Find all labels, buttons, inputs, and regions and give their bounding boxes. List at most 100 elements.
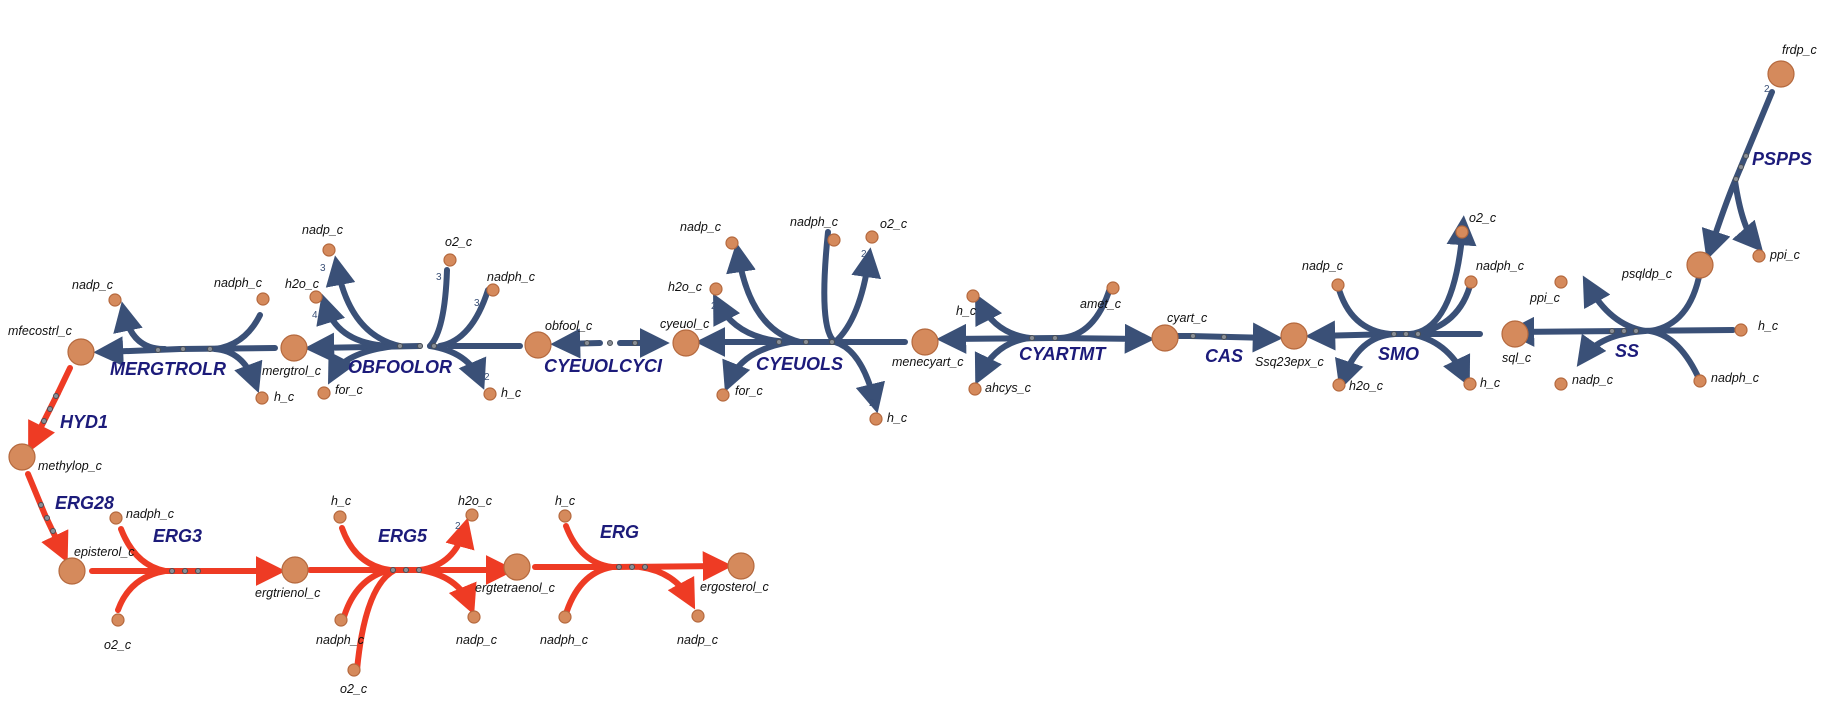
metabolite-nadp[interactable] <box>1554 377 1568 391</box>
reaction-ss[interactable] <box>1504 269 1736 384</box>
metabolite-methylop[interactable] <box>8 443 36 471</box>
reaction-midpoint <box>642 564 648 570</box>
metabolite-label: o2_c <box>1469 211 1497 225</box>
metabolite-label: sql_c <box>1502 351 1532 365</box>
metabolite-menecyart[interactable] <box>911 328 939 356</box>
metabolite-amet[interactable] <box>1106 281 1120 295</box>
reaction-label-erg5[interactable]: ERG5 <box>378 526 428 546</box>
metabolite-label: methylop_c <box>38 459 103 473</box>
metabolite-label: ergosterol_c <box>700 580 770 594</box>
reaction-label-hyd1[interactable]: HYD1 <box>60 412 108 432</box>
reaction-label-smo[interactable]: SMO <box>1378 344 1419 364</box>
reaction-obfoolor[interactable] <box>304 255 523 390</box>
metabolite-h[interactable] <box>1734 323 1748 337</box>
metabolite-nadph[interactable] <box>334 613 348 627</box>
metabolite-o2[interactable] <box>111 613 125 627</box>
metabolite-h[interactable] <box>483 387 497 401</box>
metabolite-nadp[interactable] <box>108 293 122 307</box>
metabolite-label: nadph_c <box>1476 259 1525 273</box>
reaction-cyeuols[interactable] <box>695 229 908 414</box>
metabolite-ergtrienol[interactable] <box>281 556 309 584</box>
metabolite-o2[interactable] <box>1455 225 1469 239</box>
metabolite-label: psqldp_c <box>1621 267 1673 281</box>
reaction-midpoint <box>44 515 50 521</box>
reaction-label-cyartmt[interactable]: CYARTMT <box>1019 344 1107 364</box>
reaction-cyeuolcyci[interactable] <box>550 328 670 359</box>
metabolite-ahcys[interactable] <box>968 382 982 396</box>
metabolite-mfecostrl[interactable] <box>67 338 95 366</box>
metabolite-cyart[interactable] <box>1151 324 1179 352</box>
metabolite-h2o[interactable] <box>465 508 479 522</box>
metabolite-label: o2_c <box>445 235 473 249</box>
metabolite-label: h_c <box>501 386 522 400</box>
metabolite-nadph[interactable] <box>1693 374 1707 388</box>
metabolite-nadph[interactable] <box>1464 275 1478 289</box>
metabolite-h[interactable] <box>333 510 347 524</box>
reaction-label-cas[interactable]: CAS <box>1205 346 1243 366</box>
reaction-cas[interactable] <box>1172 322 1283 353</box>
metabolite-episterol[interactable] <box>58 557 86 585</box>
reaction-hyd1[interactable] <box>28 365 73 453</box>
metabolite-mergtrol[interactable] <box>280 334 308 362</box>
reaction-label-mergtrolr[interactable]: MERGTROLR <box>110 359 226 379</box>
reaction-label-obfoolor[interactable]: OBFOOLOR <box>348 357 452 377</box>
metabolite-nadp[interactable] <box>725 236 739 250</box>
metabolite-ssq23epx[interactable] <box>1280 322 1308 350</box>
metabolite-nadph[interactable] <box>558 610 572 624</box>
reaction-midpoint <box>416 567 422 573</box>
metabolite-h[interactable] <box>255 391 269 405</box>
metabolite-nadph[interactable] <box>486 283 500 297</box>
metabolite-nadp[interactable] <box>322 243 336 257</box>
metabolite-obfool[interactable] <box>524 331 552 359</box>
metabolite-for[interactable] <box>716 388 730 402</box>
metabolite-nadp[interactable] <box>1331 278 1345 292</box>
metabolite-o2[interactable] <box>347 663 361 677</box>
reaction-cyartmt[interactable] <box>936 285 1155 385</box>
metabolite-nadph[interactable] <box>256 292 270 306</box>
metabolite-h2o[interactable] <box>709 282 723 296</box>
metabolite-h[interactable] <box>1463 377 1477 391</box>
reaction-pspps[interactable] <box>1701 89 1775 261</box>
reaction-smo[interactable] <box>1305 215 1483 391</box>
metabolite-ergtetraenol[interactable] <box>503 553 531 581</box>
reaction-label-cyeuolcyci[interactable]: CYEUOLCYCI <box>544 356 663 376</box>
reaction-label-ss[interactable]: SS <box>1615 341 1639 361</box>
reaction-erg5[interactable] <box>307 517 516 673</box>
metabolite-ppi[interactable] <box>1554 275 1568 289</box>
reaction-label-erg[interactable]: ERG <box>600 522 639 542</box>
reaction-erg3[interactable] <box>89 526 286 613</box>
metabolite-sql[interactable] <box>1501 320 1529 348</box>
reaction-label-cyeuols[interactable]: CYEUOLS <box>756 354 843 374</box>
reaction-erg[interactable] <box>532 523 733 620</box>
metabolite-label: h_c <box>274 390 295 404</box>
metabolite-o2[interactable] <box>865 230 879 244</box>
reaction-midpoint <box>1029 335 1035 341</box>
metabolite-nadph[interactable] <box>827 233 841 247</box>
metabolite-nadph[interactable] <box>109 511 123 525</box>
metabolite-psqldp[interactable] <box>1686 251 1714 279</box>
metabolite-h[interactable] <box>966 289 980 303</box>
reaction-label-pspps[interactable]: PSPPS <box>1752 149 1812 169</box>
metabolite-for[interactable] <box>317 386 331 400</box>
metabolite-ppi[interactable] <box>1752 249 1766 263</box>
reaction-mergtrolr[interactable] <box>93 301 278 394</box>
metabolite-nadp[interactable] <box>691 609 705 623</box>
stoichiometry-label: 2 <box>1764 84 1770 95</box>
metabolite-label: nadp_c <box>1572 373 1614 387</box>
metabolite-frdp[interactable] <box>1767 60 1795 88</box>
metabolite-nadp[interactable] <box>467 610 481 624</box>
metabolite-label: amet_c <box>1080 297 1122 311</box>
reaction-label-erg3[interactable]: ERG3 <box>153 526 202 546</box>
metabolite-cyeuol[interactable] <box>672 329 700 357</box>
reaction-label-erg28[interactable]: ERG28 <box>55 493 114 513</box>
reaction-midpoint <box>47 406 53 412</box>
reaction-erg28[interactable] <box>25 471 69 563</box>
metabolite-h[interactable] <box>558 509 572 523</box>
metabolite-ergosterol[interactable] <box>727 552 755 580</box>
metabolite-h2o[interactable] <box>1332 378 1346 392</box>
metabolite-h2o[interactable] <box>309 290 323 304</box>
metabolite-o2[interactable] <box>443 253 457 267</box>
metabolite-label: mergtrol_c <box>262 364 322 378</box>
metabolite-h[interactable] <box>869 412 883 426</box>
